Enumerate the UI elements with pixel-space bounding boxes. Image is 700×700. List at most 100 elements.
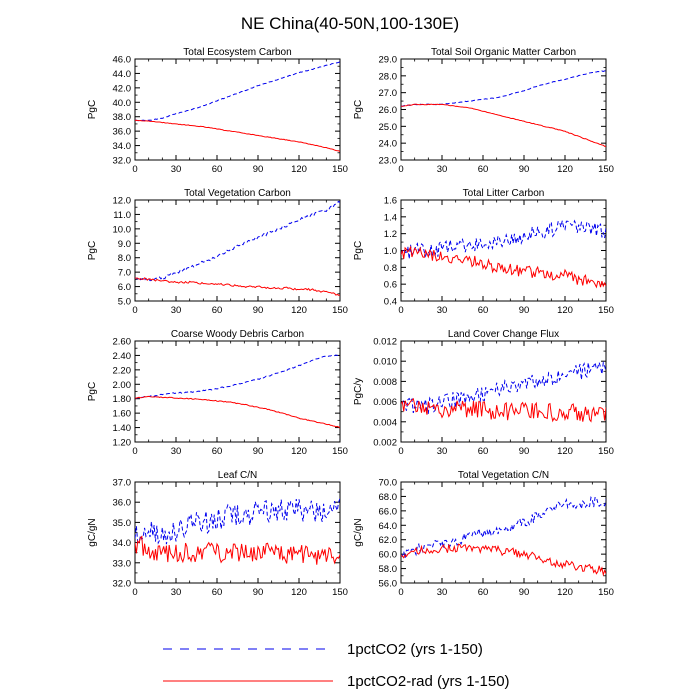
x-tick-label: 120	[291, 164, 307, 175]
y-axis-label: PgC	[353, 100, 364, 119]
x-tick-label: 120	[557, 305, 573, 316]
y-tick-label: 2.60	[113, 337, 132, 348]
y-tick-label: 1.0	[384, 246, 397, 257]
x-tick-label: 90	[519, 164, 530, 175]
plot-frame	[134, 58, 341, 161]
chart-panel-total-ecosystem-carbon: Total Ecosystem Carbon 0 30 60 90 120 150 32.0 3…	[87, 47, 348, 175]
x-tick-label: 0	[398, 587, 403, 598]
series-line-1pctco2	[401, 70, 606, 107]
y-tick-label: 36.0	[113, 127, 132, 138]
x-tick-label: 150	[598, 446, 614, 457]
y-tick-label: 68.0	[379, 492, 398, 503]
x-tick-label: 150	[332, 587, 348, 598]
x-tick-label: 30	[171, 164, 182, 175]
y-tick-label: 58.0	[379, 564, 398, 575]
y-tick-label: 0.012	[373, 337, 397, 348]
x-tick-label: 0	[398, 446, 403, 457]
x-tick-label: 120	[291, 305, 307, 316]
y-tick-label: 0.008	[373, 377, 397, 388]
y-tick-label: 34.0	[113, 141, 132, 152]
series-line-1pctco2	[401, 360, 606, 414]
y-axis-label: PgC	[87, 382, 98, 401]
panel-title: Total Litter Carbon	[463, 188, 545, 199]
chart-panel-total-soil-organic-matter-carbon: Total Soil Organic Matter Carbon 0 30 60 90 1…	[353, 47, 614, 175]
y-axis-label: PgC	[87, 241, 98, 260]
chart-panel-total-vegetation-carbon: Total Vegetation Carbon 0 30 60 90 120 150 5.0 6…	[87, 188, 348, 316]
series-line-1pctco2-rad	[135, 277, 340, 296]
series-line-1pctco2	[135, 354, 340, 399]
x-tick-label: 30	[171, 305, 182, 316]
x-tick-label: 30	[437, 446, 448, 457]
x-tick-label: 90	[519, 587, 530, 598]
series-line-1pctco2-rad	[135, 119, 340, 152]
y-tick-label: 1.4	[384, 212, 397, 223]
series-line-1pctco2-rad	[135, 395, 340, 429]
x-tick-label: 120	[291, 587, 307, 598]
series-line-1pctco2	[135, 200, 340, 282]
x-tick-label: 0	[132, 446, 137, 457]
y-tick-label: 1.2	[384, 229, 397, 240]
x-tick-label: 30	[437, 587, 448, 598]
y-tick-label: 23.0	[379, 156, 398, 167]
x-tick-label: 0	[132, 587, 137, 598]
x-tick-label: 0	[398, 305, 403, 316]
x-tick-label: 30	[171, 446, 182, 457]
y-tick-label: 27.0	[379, 88, 398, 99]
x-tick-label: 60	[478, 587, 489, 598]
series-line-1pctco2	[401, 496, 606, 559]
y-tick-label: 32.0	[113, 156, 132, 167]
y-tick-label: 1.6	[384, 196, 397, 207]
y-tick-label: 26.0	[379, 105, 398, 116]
plot-frame	[400, 199, 607, 302]
y-tick-label: 5.0	[118, 297, 131, 308]
y-tick-label: 70.0	[379, 478, 398, 489]
legend: 1pctCO2 (yrs 1-150) 1pctCO2-rad (yrs 1-1…	[163, 641, 510, 690]
y-axis-label: PgC	[353, 241, 364, 260]
y-tick-label: 40.0	[113, 98, 132, 109]
x-tick-label: 30	[437, 305, 448, 316]
x-tick-label: 120	[291, 446, 307, 457]
x-tick-label: 60	[478, 446, 489, 457]
y-tick-label: 1.20	[113, 438, 132, 449]
y-axis-label: PgC/y	[353, 378, 364, 405]
y-tick-label: 33.0	[113, 558, 132, 569]
x-tick-label: 150	[332, 305, 348, 316]
y-tick-label: 28.0	[379, 71, 398, 82]
series-line-1pctco2	[135, 61, 340, 122]
x-tick-label: 150	[598, 305, 614, 316]
series-line-1pctco2-rad	[401, 397, 606, 423]
chart-panel-total-vegetation-c-n: Total Vegetation C/N 0 30 60 90 120 150 56.0 58.…	[353, 470, 614, 598]
x-tick-label: 0	[132, 305, 137, 316]
y-tick-label: 0.002	[373, 438, 397, 449]
y-tick-label: 2.20	[113, 365, 132, 376]
series-line-1pctco2-rad	[401, 103, 606, 147]
panel-title: Total Soil Organic Matter Carbon	[431, 47, 576, 58]
y-tick-label: 11.0	[113, 210, 131, 221]
y-tick-label: 0.010	[373, 357, 397, 368]
x-tick-label: 150	[332, 446, 348, 457]
x-tick-label: 30	[437, 164, 448, 175]
main-title: NE China(40-50N,100-130E)	[241, 14, 459, 33]
y-tick-label: 1.40	[113, 423, 132, 434]
series-line-1pctco2-rad	[401, 543, 606, 577]
x-tick-label: 0	[132, 164, 137, 175]
y-tick-label: 60.0	[379, 550, 398, 561]
y-tick-label: 0.6	[384, 280, 397, 291]
y-tick-label: 32.0	[113, 579, 132, 590]
x-tick-label: 60	[212, 446, 223, 457]
y-tick-label: 10.0	[113, 224, 132, 235]
y-tick-label: 0.4	[384, 297, 397, 308]
y-tick-label: 29.0	[379, 55, 398, 66]
panels: Total Ecosystem Carbon 0 30 60 90 120 150 32.0 3…	[87, 47, 614, 598]
y-tick-label: 66.0	[379, 506, 398, 517]
x-tick-label: 60	[212, 164, 223, 175]
chart-panel-coarse-woody-debris-carbon: Coarse Woody Debris Carbon 0 30 60 90 120 150 1…	[87, 329, 348, 457]
y-tick-label: 7.0	[118, 268, 131, 279]
y-axis-label: gC/gN	[87, 518, 98, 546]
x-tick-label: 90	[253, 164, 264, 175]
y-tick-label: 2.40	[113, 351, 132, 362]
y-tick-label: 64.0	[379, 521, 398, 532]
series-line-1pctco2-rad	[135, 535, 340, 565]
y-tick-label: 12.0	[113, 196, 132, 207]
panel-title: Land Cover Change Flux	[448, 329, 559, 340]
